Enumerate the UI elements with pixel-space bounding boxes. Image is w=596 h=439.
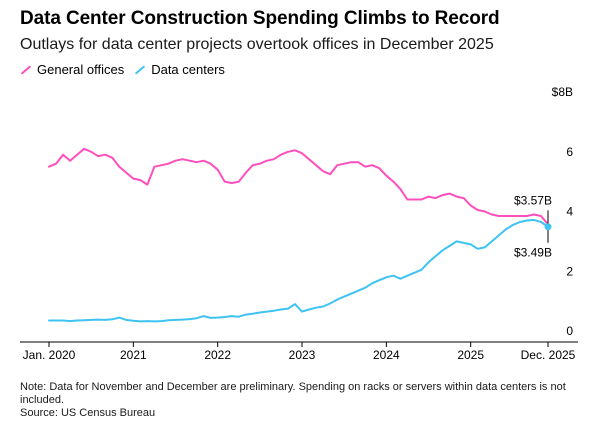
legend: General offices Data centers [20,62,235,77]
y-tick-label: 6 [566,145,573,159]
offices-end-label: $3.57B [514,193,552,207]
legend-label-general-offices: General offices [37,62,125,77]
data-centers-end-point [544,223,552,231]
source-line: Source: US Census Bureau [20,407,156,419]
legend-item-data-centers: Data centers [134,62,225,77]
x-tick-label: 2025 [457,348,484,362]
x-tick-label: 2021 [120,348,147,362]
legend-item-general-offices: General offices [20,62,124,77]
x-tick-label: Jan. 2020 [23,348,76,362]
chart-subtitle: Outlays for data center projects overtoo… [20,36,494,53]
series-line-data-centers [48,218,549,323]
footnote: Note: Data for November and December are… [20,381,566,406]
x-tick-label: 2023 [289,348,316,362]
x-tick-label: Dec. 2025 [521,348,576,362]
series-line-general-offices [48,147,549,226]
y-tick-label: 4 [566,205,573,219]
y-tick-label: 2 [566,264,573,278]
x-tick-label: 2022 [204,348,231,362]
chart-title: Data Center Construction Spending Climbs… [20,8,500,29]
legend-label-data-centers: Data centers [151,62,225,77]
y-tick-label: $8B [552,85,573,99]
y-tick-label: 0 [566,324,573,338]
data-centers-end-label: $3.49B [514,246,552,260]
x-tick-label: 2024 [373,348,400,362]
